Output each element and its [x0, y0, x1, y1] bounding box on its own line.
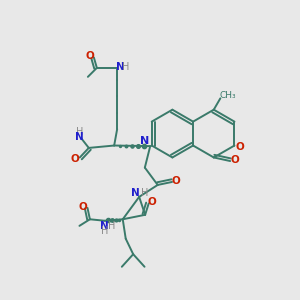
Text: O: O	[85, 51, 94, 61]
Text: H: H	[122, 62, 130, 72]
Text: N: N	[130, 188, 140, 198]
Text: N: N	[116, 62, 125, 72]
Text: O: O	[71, 154, 80, 164]
Text: O: O	[79, 202, 88, 212]
Text: O: O	[172, 176, 181, 186]
Text: O: O	[148, 197, 157, 207]
Text: H: H	[76, 127, 83, 137]
Text: CH₃: CH₃	[220, 92, 236, 100]
Text: N: N	[140, 136, 149, 146]
Text: O: O	[231, 155, 239, 166]
Text: H: H	[108, 221, 116, 231]
Text: H: H	[141, 188, 148, 198]
Text: N: N	[76, 132, 84, 142]
Text: O: O	[236, 142, 244, 152]
Text: H: H	[100, 226, 108, 236]
Text: N: N	[100, 221, 109, 231]
